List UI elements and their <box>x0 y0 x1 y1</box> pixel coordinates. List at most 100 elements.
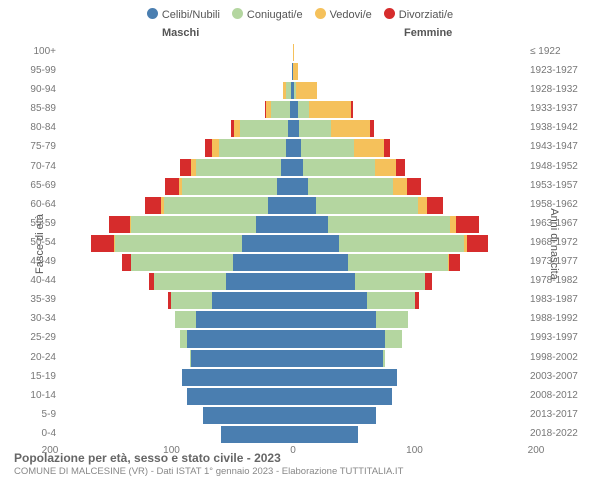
bar-males <box>62 63 293 80</box>
bar-females <box>293 178 524 195</box>
age-label: 30-34 <box>12 313 56 324</box>
bar-zone <box>62 82 524 99</box>
bar-segment <box>293 426 358 443</box>
bar-males <box>62 350 293 367</box>
age-label: 95-99 <box>12 65 56 76</box>
bar-segment <box>303 159 375 176</box>
bar-segment <box>131 216 256 233</box>
bar-females <box>293 311 524 328</box>
bar-segment <box>164 197 268 214</box>
bar-segment <box>449 254 461 271</box>
header-females: Femmine <box>404 27 452 39</box>
pyramid-row: 5-92013-2017 <box>12 406 588 425</box>
birth-year-label: ≤ 1922 <box>530 46 588 57</box>
bar-males <box>62 426 293 443</box>
bar-segment <box>418 197 427 214</box>
age-label: 50-54 <box>12 237 56 248</box>
bar-males <box>62 101 293 118</box>
birth-year-label: 2008-2012 <box>530 390 588 401</box>
bar-zone <box>62 44 524 61</box>
bar-segment <box>240 120 289 137</box>
bar-segment <box>293 254 348 271</box>
legend-item: Divorziati/e <box>384 8 453 21</box>
bar-segment <box>182 369 293 386</box>
bar-females <box>293 235 524 252</box>
bar-zone <box>62 407 524 424</box>
bar-zone <box>62 350 524 367</box>
bar-females <box>293 273 524 290</box>
bar-females <box>293 407 524 424</box>
bar-segment <box>196 311 293 328</box>
column-headers: Maschi Femmine <box>12 27 588 43</box>
bar-females <box>293 120 524 137</box>
age-label: 75-79 <box>12 141 56 152</box>
bar-segment <box>467 235 488 252</box>
bar-segment <box>296 82 317 99</box>
pyramid-row: 30-341988-1992 <box>12 310 588 329</box>
bar-females <box>293 388 524 405</box>
age-label: 45-49 <box>12 256 56 267</box>
bar-segment <box>182 178 277 195</box>
bar-segment <box>367 292 416 309</box>
x-tick-label: 0 <box>290 445 296 456</box>
bar-segment <box>293 159 303 176</box>
bar-segment <box>109 216 130 233</box>
bar-segment <box>226 273 293 290</box>
bar-segment <box>154 273 226 290</box>
bar-segment <box>298 101 310 118</box>
legend-label: Vedovi/e <box>330 9 372 21</box>
legend-label: Coniugati/e <box>247 9 303 21</box>
bar-segment <box>348 254 447 271</box>
birth-year-label: 1978-1982 <box>530 275 588 286</box>
bar-females <box>293 159 524 176</box>
bar-segment <box>308 178 393 195</box>
bar-segment <box>180 330 187 347</box>
bar-segment <box>293 350 383 367</box>
bar-males <box>62 273 293 290</box>
bar-segment <box>180 159 192 176</box>
bar-females <box>293 292 524 309</box>
bar-segment <box>293 407 376 424</box>
bar-females <box>293 101 524 118</box>
bar-segment <box>328 216 450 233</box>
bar-segment <box>293 139 301 156</box>
birth-year-label: 1953-1957 <box>530 180 588 191</box>
pyramid-row: 90-941928-1932 <box>12 81 588 100</box>
bar-zone <box>62 178 524 195</box>
pyramid-row: 65-69 1953-1957 <box>12 177 588 196</box>
legend-item: Celibi/Nubili <box>147 8 220 21</box>
bar-segment <box>384 139 390 156</box>
legend-item: Vedovi/e <box>315 8 372 21</box>
bar-segment <box>293 292 367 309</box>
bar-segment <box>212 139 219 156</box>
pyramid-row: 80-841938-1942 <box>12 119 588 138</box>
bar-segment <box>277 178 293 195</box>
bar-zone <box>62 235 524 252</box>
legend-item: Coniugati/e <box>232 8 303 21</box>
bar-zone <box>62 63 524 80</box>
bar-zone <box>62 330 524 347</box>
x-tick-label: 100 <box>163 445 180 456</box>
bar-segment <box>293 388 392 405</box>
bar-segment <box>293 311 376 328</box>
bar-segment <box>205 139 212 156</box>
age-label: 65-69 <box>12 180 56 191</box>
bar-males <box>62 82 293 99</box>
bar-segment <box>370 120 373 137</box>
bar-zone <box>62 311 524 328</box>
bar-segment <box>286 139 293 156</box>
bar-segment <box>187 330 293 347</box>
bar-females <box>293 426 524 443</box>
legend: Celibi/Nubili Coniugati/e Vedovi/e Divorzia… <box>12 8 588 21</box>
bar-segment <box>221 426 293 443</box>
bar-segment <box>268 197 293 214</box>
age-label: 5-9 <box>12 409 56 420</box>
birth-year-label: 1948-1952 <box>530 161 588 172</box>
age-label: 55-59 <box>12 218 56 229</box>
bar-segment <box>256 216 293 233</box>
bar-segment <box>375 159 396 176</box>
pyramid-row: 50-541968-1972 <box>12 234 588 253</box>
bar-segment <box>293 178 308 195</box>
age-label: 40-44 <box>12 275 56 286</box>
bar-segment <box>396 159 405 176</box>
